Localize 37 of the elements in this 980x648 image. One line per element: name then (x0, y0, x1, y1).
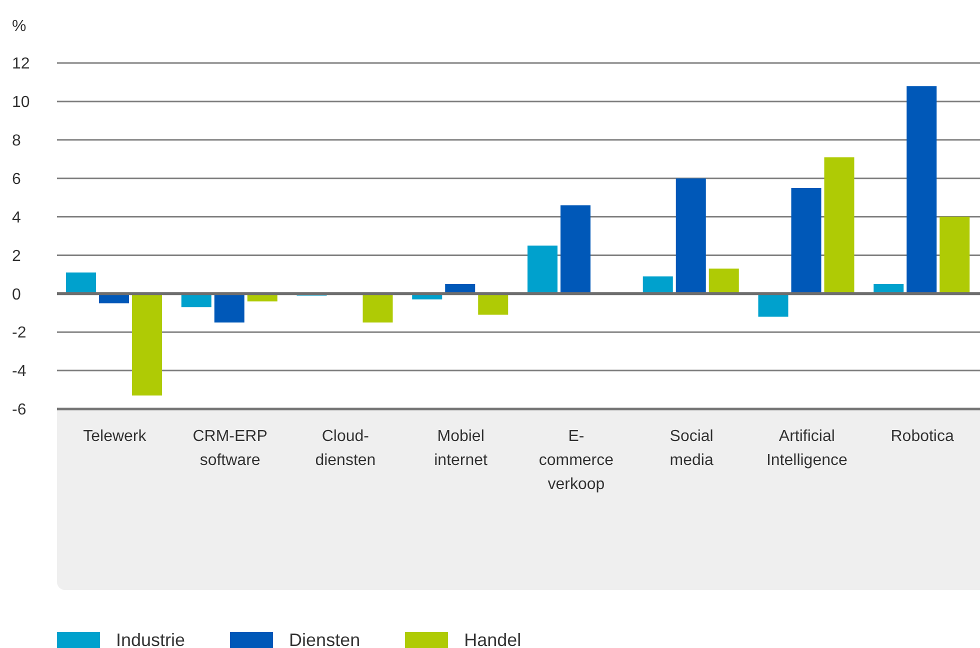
y-tick-label: 4 (12, 209, 21, 226)
y-tick-label: -2 (12, 324, 26, 342)
bar (906, 86, 937, 294)
y-tick-label: 12 (12, 56, 30, 73)
bar (528, 246, 558, 294)
legend-label: Industrie (116, 629, 186, 648)
bar (824, 157, 854, 294)
x-tick-label: Artificial Intelligence (766, 428, 848, 469)
bar (791, 188, 822, 294)
y-tick-label: 0 (12, 286, 21, 304)
bar (214, 294, 244, 322)
bar (676, 178, 706, 294)
bar (708, 268, 739, 294)
y-axis-title: % (12, 18, 26, 35)
bar (758, 294, 788, 317)
bar (642, 276, 673, 294)
x-tick-label: Robotica (890, 428, 954, 445)
x-tick-label: E-commerce verkoop (538, 428, 614, 493)
x-tick-label: Mobiel internet (434, 428, 488, 469)
x-tick-label: CRM-ERP software (192, 428, 268, 469)
y-tick-label: -6 (12, 402, 26, 419)
bar (560, 205, 590, 294)
y-tick-label: 6 (12, 170, 21, 188)
y-tick-label: 2 (12, 248, 21, 265)
y-tick-label: 10 (12, 94, 30, 112)
bar (940, 216, 970, 294)
bar (478, 294, 508, 315)
bar (132, 294, 162, 396)
y-tick-label: -4 (12, 363, 26, 380)
bar (66, 272, 96, 294)
bar (362, 294, 393, 322)
x-tick-label: Social media (670, 428, 714, 469)
x-tick-label: Cloud-diensten (315, 428, 376, 469)
y-tick-label: 8 (12, 132, 21, 150)
x-tick-label: Telewerk (83, 428, 148, 445)
legend-label: Diensten (289, 629, 360, 648)
legend-label: Handel (464, 629, 522, 648)
